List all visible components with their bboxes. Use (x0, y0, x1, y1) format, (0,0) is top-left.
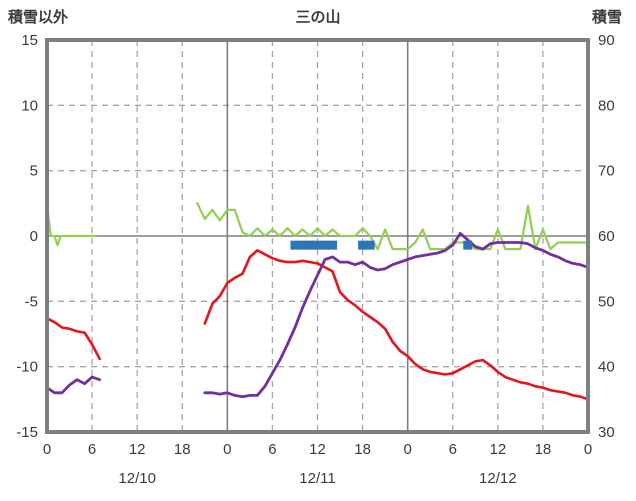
snowfall-marker (358, 240, 368, 250)
red-series-line (45, 316, 101, 361)
left-axis-tick-label: -5 (25, 293, 38, 310)
left-axis-tick-label: -15 (16, 424, 38, 441)
left-axis-tick-label: -10 (16, 359, 38, 376)
right-axis-tick-label: 80 (598, 97, 615, 114)
x-axis-hour-label: 0 (403, 441, 411, 458)
x-axis-date-label: 12/10 (118, 470, 156, 487)
green-series-line (196, 202, 590, 251)
green-series-line (45, 204, 97, 247)
x-axis-hour-label: 6 (268, 441, 276, 458)
x-axis-hour-label: 12 (309, 441, 326, 458)
right-axis-tick-label: 50 (598, 293, 615, 310)
snowfall-marker (463, 240, 473, 250)
x-axis-hour-label: 0 (43, 441, 51, 458)
x-axis-hour-label: 6 (88, 441, 96, 458)
snowfall-marker (365, 240, 375, 250)
right-axis-tick-label: 40 (598, 359, 615, 376)
left-axis-tick-label: 15 (21, 32, 38, 49)
right-axis-tick-label: 60 (598, 228, 615, 245)
x-axis-hour-label: 18 (535, 441, 552, 458)
right-axis-tick-label: 30 (598, 424, 615, 441)
left-axis-title: 積雪以外 (8, 9, 69, 26)
snowfall-marker (297, 240, 307, 250)
right-axis-title: 積雪 (591, 9, 622, 26)
left-axis-tick-label: 5 (30, 163, 38, 180)
snowfall-marker (313, 240, 322, 250)
x-axis-hour-label: 12 (489, 441, 506, 458)
x-axis-hour-label: 18 (174, 441, 191, 458)
purple-series-line (203, 231, 590, 399)
left-axis-tick-label: 0 (30, 228, 38, 245)
x-axis-hour-label: 6 (449, 441, 457, 458)
snowfall-marker (328, 240, 338, 250)
x-axis-date-label: 12/11 (299, 470, 335, 487)
purple-series-line (45, 375, 101, 395)
red-series-line (203, 249, 590, 401)
x-axis-hour-label: 0 (584, 441, 592, 458)
x-axis-date-label: 12/12 (479, 470, 517, 487)
x-axis-hour-label: 12 (129, 441, 146, 458)
right-axis-tick-label: 90 (598, 32, 615, 49)
left-axis-tick-label: 10 (21, 97, 38, 114)
snowfall-marker (320, 240, 330, 250)
snowfall-marker (290, 240, 300, 250)
x-axis-hour-label: 18 (354, 441, 371, 458)
x-axis-hour-label: 0 (223, 441, 231, 458)
right-axis-tick-label: 70 (598, 163, 615, 180)
snowfall-marker (305, 240, 315, 250)
plot-frame (45, 38, 590, 434)
